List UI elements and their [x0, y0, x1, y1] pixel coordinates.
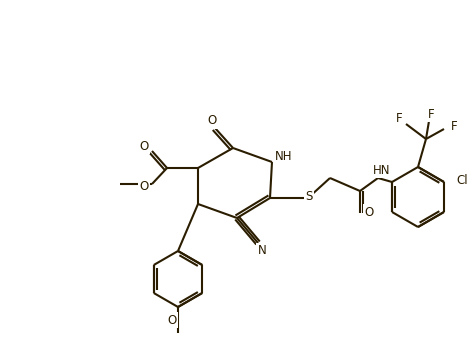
Text: O: O — [207, 114, 217, 127]
Text: O: O — [364, 205, 374, 218]
Text: O: O — [168, 313, 177, 326]
Text: F: F — [428, 108, 434, 121]
Text: NH: NH — [275, 151, 293, 164]
Text: N: N — [258, 244, 266, 257]
Text: F: F — [396, 113, 402, 126]
Text: HN: HN — [373, 164, 391, 177]
Text: S: S — [305, 191, 312, 204]
Text: Cl: Cl — [456, 174, 468, 187]
Text: O: O — [139, 179, 149, 192]
Text: F: F — [451, 119, 457, 132]
Text: O: O — [139, 139, 149, 152]
